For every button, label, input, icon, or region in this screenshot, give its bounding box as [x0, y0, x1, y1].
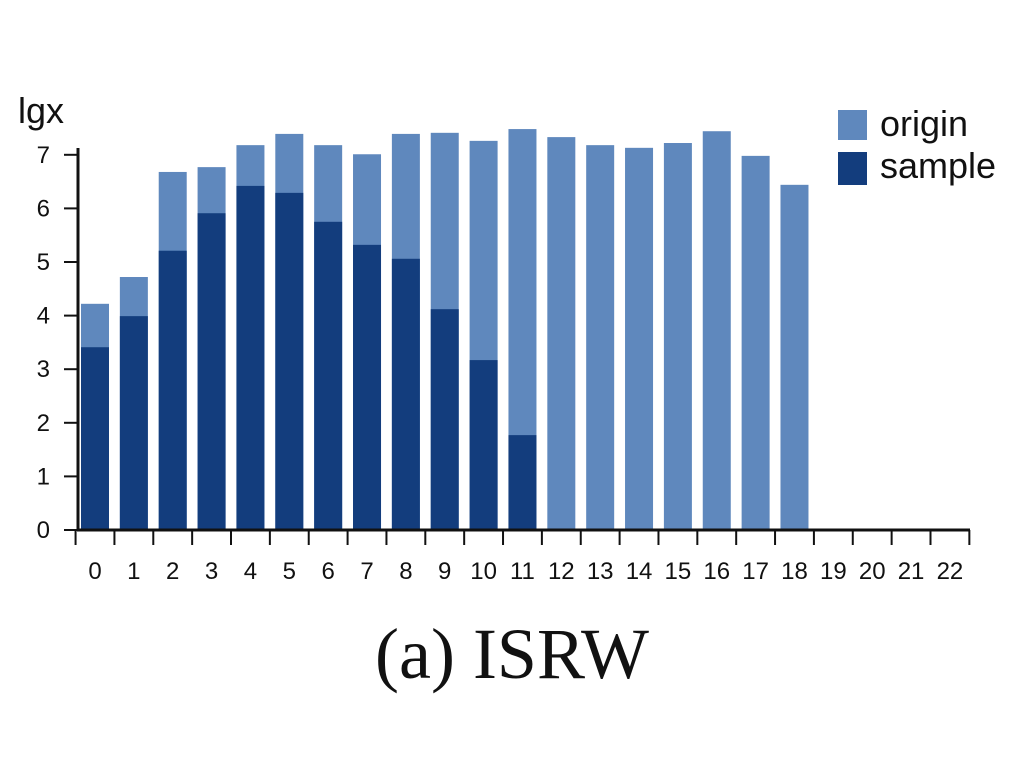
x-tick-label-12: 12: [548, 558, 575, 585]
x-tick-label-6: 6: [321, 558, 334, 585]
y-tick-label-4: 4: [37, 303, 50, 330]
legend: origin sample: [838, 103, 996, 186]
x-tick-label-13: 13: [587, 558, 614, 585]
x-tick-label-3: 3: [205, 558, 218, 585]
x-axis-ticks: 0 1 2 3 4 5 6 7 8 9 10 11 12 13 14 15 16 17 18 19 20 21 22: [74, 530, 971, 585]
y-tick-label-0: 0: [37, 517, 50, 544]
bar-sample-6: [314, 221, 343, 531]
x-tick-label-22: 22: [937, 558, 964, 585]
legend-swatch-sample: [838, 152, 867, 185]
figure-caption: (a) ISRW: [375, 614, 649, 694]
bar-sample-1: [119, 316, 148, 530]
x-tick-label-0: 0: [88, 558, 101, 585]
x-tick-label-20: 20: [859, 558, 886, 585]
y-tick-label-1: 1: [37, 463, 50, 490]
legend-label-sample: sample: [880, 145, 996, 186]
x-tick-label-7: 7: [360, 558, 373, 585]
legend-swatch-origin: [838, 110, 867, 140]
x-tick-label-9: 9: [438, 558, 451, 585]
bar-origin-14: [625, 147, 654, 530]
bar-sample-3: [197, 213, 226, 530]
bar-origin-16: [702, 131, 731, 530]
bar-sample-4: [236, 185, 265, 530]
bar-origin-15: [663, 143, 692, 530]
x-tick-label-16: 16: [703, 558, 730, 585]
x-tick-label-8: 8: [399, 558, 412, 585]
bar-sample-11: [508, 435, 537, 530]
x-tick-label-11: 11: [510, 558, 535, 585]
bar-sample-7: [353, 244, 382, 530]
y-tick-label-2: 2: [37, 410, 50, 437]
bar-sample-0: [81, 347, 109, 530]
y-tick-label-7: 7: [37, 142, 50, 169]
y-tick-label-3: 3: [37, 356, 50, 383]
bar-origin-17: [741, 155, 770, 530]
x-tick-label-18: 18: [781, 558, 808, 585]
x-tick-label-1: 1: [127, 558, 140, 585]
x-tick-label-15: 15: [665, 558, 692, 585]
bar-origin-18: [780, 184, 809, 530]
legend-label-origin: origin: [880, 103, 968, 144]
x-tick-label-14: 14: [626, 558, 653, 585]
x-tick-label-4: 4: [244, 558, 257, 585]
axes: [76, 148, 970, 532]
x-tick-label-5: 5: [283, 558, 296, 585]
bars: [81, 129, 809, 531]
y-tick-label-6: 6: [37, 195, 50, 222]
bar-sample-8: [391, 258, 420, 530]
bar-origin-12: [547, 137, 576, 531]
x-tick-label-21: 21: [898, 558, 925, 585]
bar-sample-10: [469, 360, 498, 530]
bar-sample-2: [158, 250, 187, 531]
y-axis-label: lgx: [18, 90, 64, 131]
bar-sample-5: [275, 192, 304, 531]
x-tick-label-10: 10: [470, 558, 497, 585]
bar-origin-13: [586, 145, 615, 530]
y-axis-ticks: 0 1 2 3 4 5 6 7: [37, 142, 78, 544]
y-tick-label-5: 5: [37, 249, 50, 276]
x-tick-label-19: 19: [820, 558, 847, 585]
x-tick-label-17: 17: [742, 558, 769, 585]
bar-sample-9: [430, 309, 459, 530]
x-tick-label-2: 2: [166, 558, 179, 585]
